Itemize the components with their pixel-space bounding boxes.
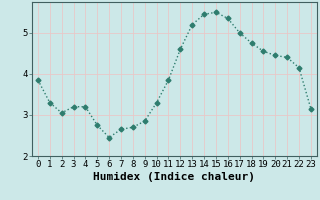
X-axis label: Humidex (Indice chaleur): Humidex (Indice chaleur): [93, 172, 255, 182]
